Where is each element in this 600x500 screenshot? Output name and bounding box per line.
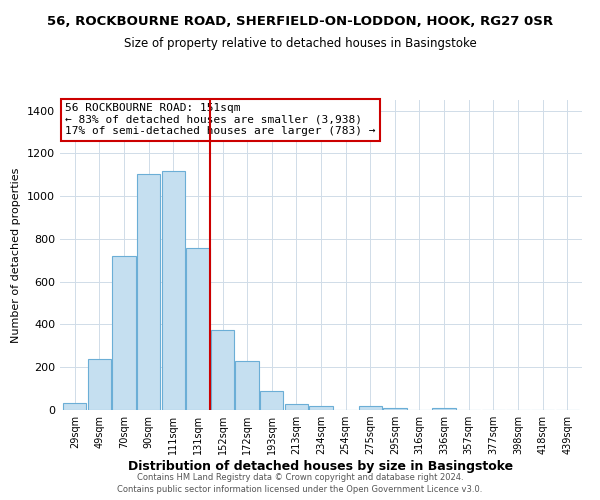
Text: Size of property relative to detached houses in Basingstoke: Size of property relative to detached ho… [124,38,476,51]
Bar [310,406,332,410]
Text: 56, ROCKBOURNE ROAD, SHERFIELD-ON-LODDON, HOOK, RG27 0SR: 56, ROCKBOURNE ROAD, SHERFIELD-ON-LODDON… [47,15,553,28]
Y-axis label: Number of detached properties: Number of detached properties [11,168,22,342]
Bar [383,408,407,410]
Bar [186,248,209,410]
X-axis label: Distribution of detached houses by size in Basingstoke: Distribution of detached houses by size … [128,460,514,473]
Bar [161,170,185,410]
Bar [63,402,86,410]
Bar [211,330,234,410]
Bar [433,408,456,410]
Bar [359,406,382,410]
Bar [137,174,160,410]
Bar [260,391,283,410]
Text: Contains public sector information licensed under the Open Government Licence v3: Contains public sector information licen… [118,485,482,494]
Text: Contains HM Land Registry data © Crown copyright and database right 2024.: Contains HM Land Registry data © Crown c… [137,472,463,482]
Bar [88,358,111,410]
Bar [112,256,136,410]
Text: 56 ROCKBOURNE ROAD: 151sqm
← 83% of detached houses are smaller (3,938)
17% of s: 56 ROCKBOURNE ROAD: 151sqm ← 83% of deta… [65,103,376,136]
Bar [284,404,308,410]
Bar [235,361,259,410]
